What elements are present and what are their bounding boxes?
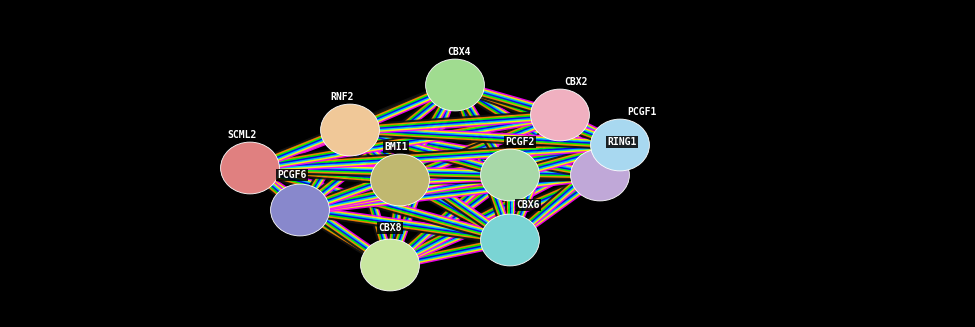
Ellipse shape <box>321 104 379 156</box>
Ellipse shape <box>426 59 485 111</box>
Text: CBX4: CBX4 <box>448 47 471 57</box>
Text: PCGF1: PCGF1 <box>627 107 657 117</box>
Ellipse shape <box>220 142 280 194</box>
Text: PCGF2: PCGF2 <box>505 137 534 147</box>
Text: SCML2: SCML2 <box>227 130 256 140</box>
Text: CBX6: CBX6 <box>516 200 540 210</box>
Ellipse shape <box>361 239 419 291</box>
Text: CBX8: CBX8 <box>378 223 402 233</box>
Ellipse shape <box>530 89 590 141</box>
Text: RNF2: RNF2 <box>331 92 354 102</box>
Text: CBX2: CBX2 <box>565 77 588 87</box>
Text: BMI1: BMI1 <box>384 142 408 152</box>
Ellipse shape <box>370 154 429 206</box>
Ellipse shape <box>271 184 330 236</box>
Ellipse shape <box>481 149 539 201</box>
Text: PCGF6: PCGF6 <box>277 170 307 180</box>
Ellipse shape <box>591 119 649 171</box>
Text: RING1: RING1 <box>607 137 637 147</box>
Ellipse shape <box>570 149 630 201</box>
Ellipse shape <box>481 214 539 266</box>
